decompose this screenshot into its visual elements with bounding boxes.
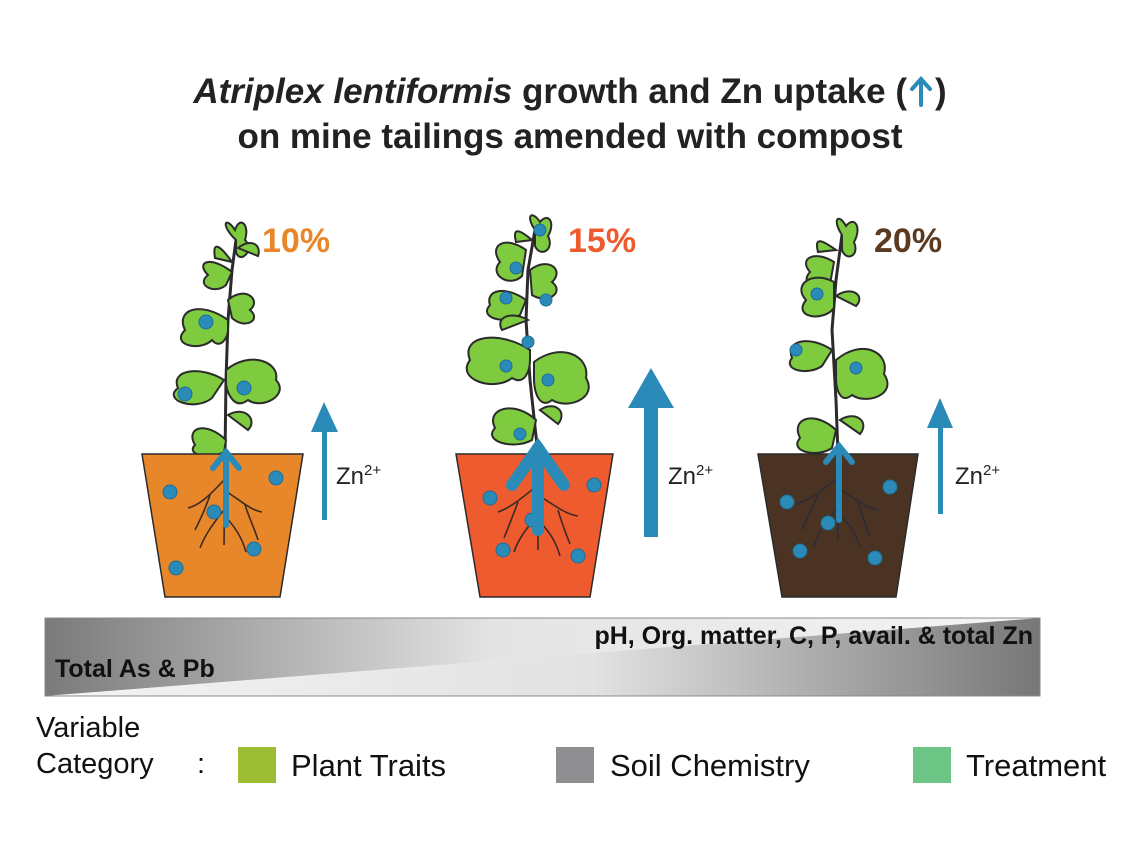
uptake-arrow-in-pot-10 [210,447,242,528]
gradient-label-decreasing: Total As & Pb [55,655,215,683]
figure-title-line2: on mine tailings amended with compost [237,117,903,156]
zn-arrow-15 [628,368,674,537]
soil-20-zn-dots [779,479,898,566]
uptake-arrow-in-pot-20 [823,441,855,523]
legend-label-soil-chemistry: Soil Chemistry [610,748,810,783]
legend-swatch-plant-traits [238,747,276,783]
plant-20-group [757,217,953,598]
gradient-label-increasing: pH, Org. matter, C, P, avail. & total Zn [594,622,1033,650]
treatment-label-10: 10% [262,222,331,260]
legend-colon: : [197,748,206,780]
plant-20-zn-dots [789,287,863,375]
zn-arrow-20 [927,398,953,514]
legend-title: Variable Category [36,710,154,782]
uptake-arrow-in-pot-15 [506,437,570,536]
title-line1-text: growth and Zn uptake ( [512,72,907,111]
legend-swatch-soil-chemistry [556,747,594,783]
pot-10 [141,453,304,598]
plant-15-zn-dots [499,223,555,441]
zn-uptake-arrow-icon [910,76,932,107]
legend-title-line2: Category [36,748,154,780]
species-name: Atriplex lentiformis [193,72,513,111]
plant-15-shoot [465,214,590,456]
legend-title-line1: Variable [36,712,141,744]
soil-10-zn-dots [162,470,284,576]
zn-label-15: Zn2+ [668,462,714,490]
legend-label-plant-traits: Plant Traits [291,748,447,783]
plant-10-group [141,221,338,598]
zn-label-20: Zn2+ [955,462,1001,490]
plant-15-group [455,214,674,598]
treatment-label-20: 20% [874,222,943,260]
soil-15-zn-dots [482,477,602,564]
gradient-wedge-zn [45,618,1040,696]
plant-10-zn-dots [177,314,252,402]
legend-label-treatment: Treatment [966,748,1107,783]
plant-20-shoot [788,217,889,456]
title-line1-close: ) [935,72,947,111]
zn-arrow-10 [311,402,338,520]
soil-chemistry-gradient-bar [44,617,1041,697]
figure-title-line1: Atriplex lentiformis growth and Zn uptak… [0,72,1140,112]
legend-swatch-treatment [913,747,951,783]
plant-10-shoot [172,221,281,457]
treatment-label-15: 15% [568,222,637,260]
zn-label-10: Zn2+ [336,462,382,490]
